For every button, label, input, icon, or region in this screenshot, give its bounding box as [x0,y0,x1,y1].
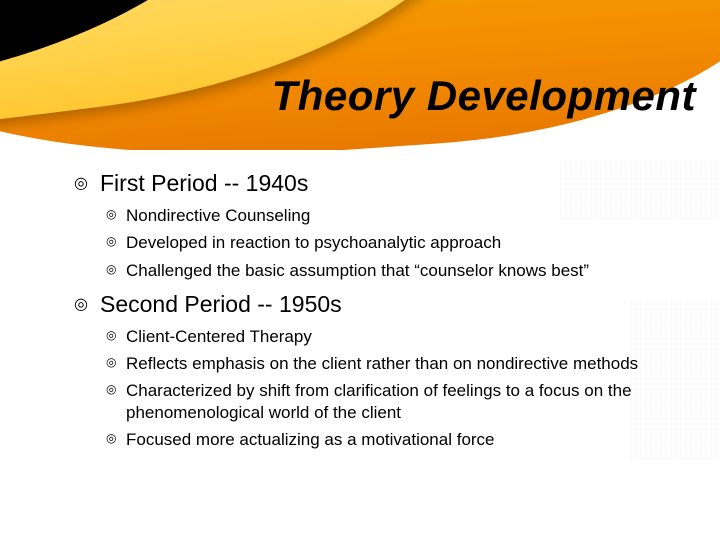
bullet-lvl2: Focused more actualizing as a motivation… [78,429,678,450]
slide: Theory Development First Period -- 1940s… [0,0,720,540]
bullet-lvl2: Reflects emphasis on the client rather t… [78,353,678,374]
slide-body: First Period -- 1940s Nondirective Couns… [78,170,678,456]
bullet-lvl2: Challenged the basic assumption that “co… [78,260,678,281]
bullet-lvl2: Client-Centered Therapy [78,326,678,347]
bullet-lvl2: Nondirective Counseling [78,205,678,226]
slide-title: Theory Development [0,72,720,120]
bullet-lvl2: Developed in reaction to psychoanalytic … [78,232,678,253]
bullet-lvl2: Characterized by shift from clarificatio… [78,380,678,423]
bullet-lvl1: Second Period -- 1950s [78,291,678,318]
bullet-lvl1: First Period -- 1940s [78,170,678,197]
